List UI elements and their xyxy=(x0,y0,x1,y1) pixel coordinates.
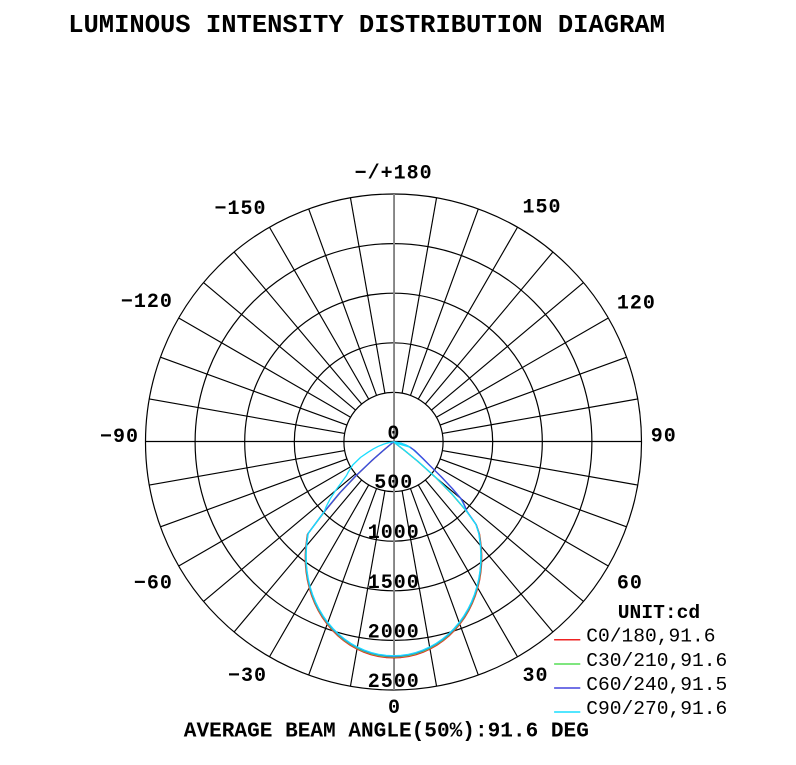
svg-text:1500: 1500 xyxy=(368,572,420,595)
svg-text:2000: 2000 xyxy=(368,621,420,644)
svg-text:C0/180,91.6: C0/180,91.6 xyxy=(586,626,715,648)
svg-text:150: 150 xyxy=(523,197,562,220)
svg-text:500: 500 xyxy=(374,472,413,495)
svg-text:−120: −120 xyxy=(121,291,173,314)
svg-text:−150: −150 xyxy=(214,198,266,221)
svg-text:0: 0 xyxy=(388,697,401,720)
svg-text:−30: −30 xyxy=(228,665,267,688)
svg-text:C90/270,91.6: C90/270,91.6 xyxy=(586,698,727,720)
svg-text:−90: −90 xyxy=(100,426,139,449)
svg-text:−60: −60 xyxy=(134,572,173,595)
svg-text:60: 60 xyxy=(617,572,643,595)
svg-text:2500: 2500 xyxy=(368,671,420,694)
svg-text:120: 120 xyxy=(617,292,656,315)
svg-text:30: 30 xyxy=(523,665,549,688)
svg-text:−/+180: −/+180 xyxy=(355,163,433,186)
svg-text:90: 90 xyxy=(651,425,677,448)
svg-text:C30/210,91.6: C30/210,91.6 xyxy=(586,650,727,672)
svg-text:UNIT:cd: UNIT:cd xyxy=(618,602,700,624)
svg-text:AVERAGE BEAM ANGLE(50%):91.6 D: AVERAGE BEAM ANGLE(50%):91.6 DEG xyxy=(184,720,589,744)
svg-text:LUMINOUS INTENSITY DISTRIBUTIO: LUMINOUS INTENSITY DISTRIBUTION DIAGRAM xyxy=(68,11,665,40)
svg-text:1000: 1000 xyxy=(368,522,420,545)
svg-text:0: 0 xyxy=(387,423,400,446)
svg-text:C60/240,91.5: C60/240,91.5 xyxy=(586,674,727,696)
